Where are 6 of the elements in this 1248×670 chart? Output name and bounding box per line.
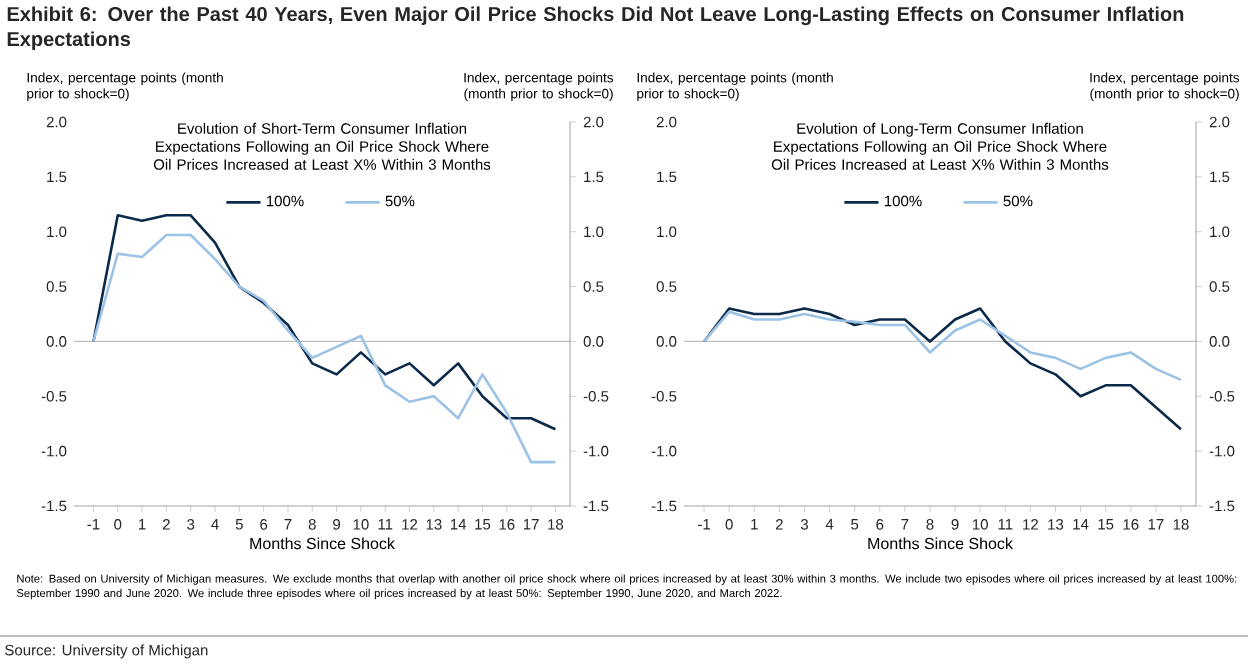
x-axis-title: Months Since Shock <box>868 537 1013 550</box>
x-axis-title: Months Since Shock <box>250 537 395 550</box>
line-series <box>702 310 1183 382</box>
text: Exhibit 6: Over the Past 40 Years, Even Major Oil Price Shocks Did Not Leave Long-Lasting Effects on Consumer Inflation Expectations <box>7 6 1184 51</box>
line-series <box>92 233 557 464</box>
line-series <box>92 213 557 431</box>
